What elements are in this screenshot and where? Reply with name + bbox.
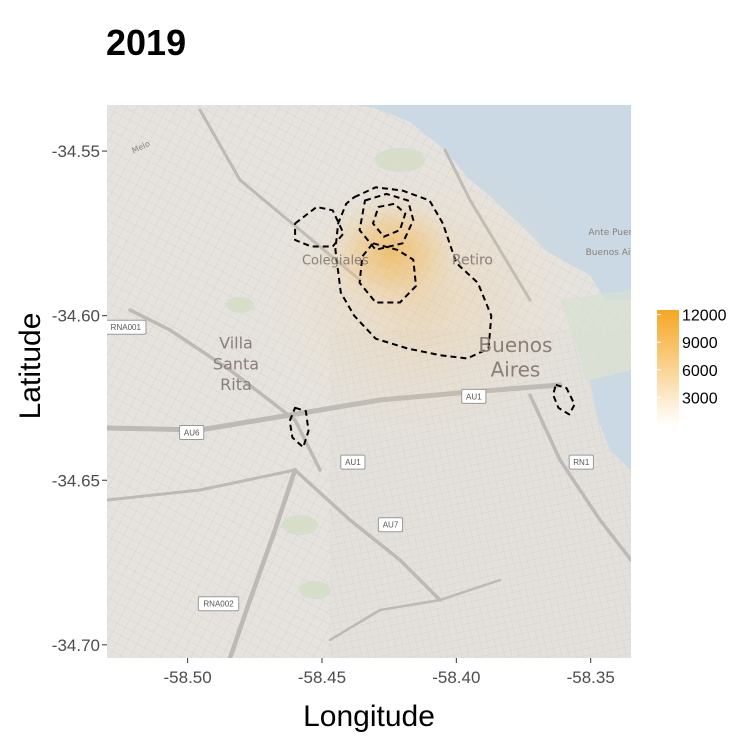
road-shield: RNA002 <box>197 596 240 612</box>
road-shield-label: AU7 <box>383 521 399 530</box>
y-tick-label: -34.55 <box>52 142 100 161</box>
chart-title: 2019 <box>106 22 187 63</box>
density-layer <box>250 150 590 450</box>
road-shield: AU6 <box>179 425 205 441</box>
place-label: Aires <box>491 358 541 382</box>
legend-label: 9000 <box>682 335 718 352</box>
density-contour-small-east <box>552 383 576 416</box>
road-shield: AU7 <box>377 517 404 533</box>
place-label: Retiro <box>452 253 493 269</box>
road-shield-label: RNA001 <box>111 323 142 332</box>
x-tick-label: -58.50 <box>164 668 212 687</box>
density-contour-peak-ring <box>372 202 407 238</box>
density-contours <box>288 186 576 449</box>
place-label: Rita <box>220 375 252 394</box>
place-label: Buenos Aires <box>586 248 645 258</box>
density-contour-west-lobe <box>294 206 345 248</box>
colour-legend: 3000 6000 9000 12000 <box>657 308 727 425</box>
road-shield: AU1 <box>340 454 366 470</box>
road-shield-label: RNA002 <box>203 600 234 609</box>
y-tick-label: -34.60 <box>52 307 100 326</box>
x-tick-label: -58.45 <box>298 668 346 687</box>
y-tick-label: -34.70 <box>52 636 100 655</box>
y-tick-label: -34.65 <box>52 471 100 490</box>
legend-label: 6000 <box>682 363 718 380</box>
x-tick-label: -58.35 <box>567 668 615 687</box>
place-label: Ante Puerto <box>588 228 642 238</box>
density-contour-inner-2 <box>358 242 417 304</box>
park <box>282 515 318 535</box>
x-axis-ticks: -58.50 -58.45 -58.40 -58.35 <box>164 658 615 687</box>
y-axis-title: Latitude <box>14 313 47 420</box>
port-water <box>590 370 631 470</box>
place-label: Santa <box>213 354 259 373</box>
density-contour-small-west <box>288 406 310 449</box>
place-label: Buenos <box>478 333 552 357</box>
road-shields: RNA001 AU6 AU1 AU1 AU7 RNA002 RN1 <box>107 319 594 612</box>
road-shield-label: RN1 <box>573 458 590 467</box>
road-shield: RN1 <box>568 454 594 470</box>
place-label: Colegiales <box>302 254 369 269</box>
legend-label: 3000 <box>682 390 718 407</box>
place-label: Villa <box>219 334 253 353</box>
road-shield: RNA001 <box>107 319 147 335</box>
density-peak <box>321 191 462 312</box>
park <box>299 581 331 599</box>
road-shield-label: AU1 <box>345 458 361 467</box>
legend-label: 12000 <box>682 308 727 325</box>
road-shield-label: AU6 <box>184 429 200 438</box>
road-shield-label: AU1 <box>466 392 482 401</box>
density-contour-main <box>334 186 493 360</box>
y-axis-ticks: -34.55 -34.60 -34.65 -34.70 <box>52 142 107 655</box>
park <box>226 297 254 313</box>
x-tick-label: -58.40 <box>432 668 480 687</box>
road-shield: AU1 <box>461 388 487 404</box>
x-axis-title: Longitude <box>303 700 435 733</box>
legend-colorbar <box>657 310 679 425</box>
